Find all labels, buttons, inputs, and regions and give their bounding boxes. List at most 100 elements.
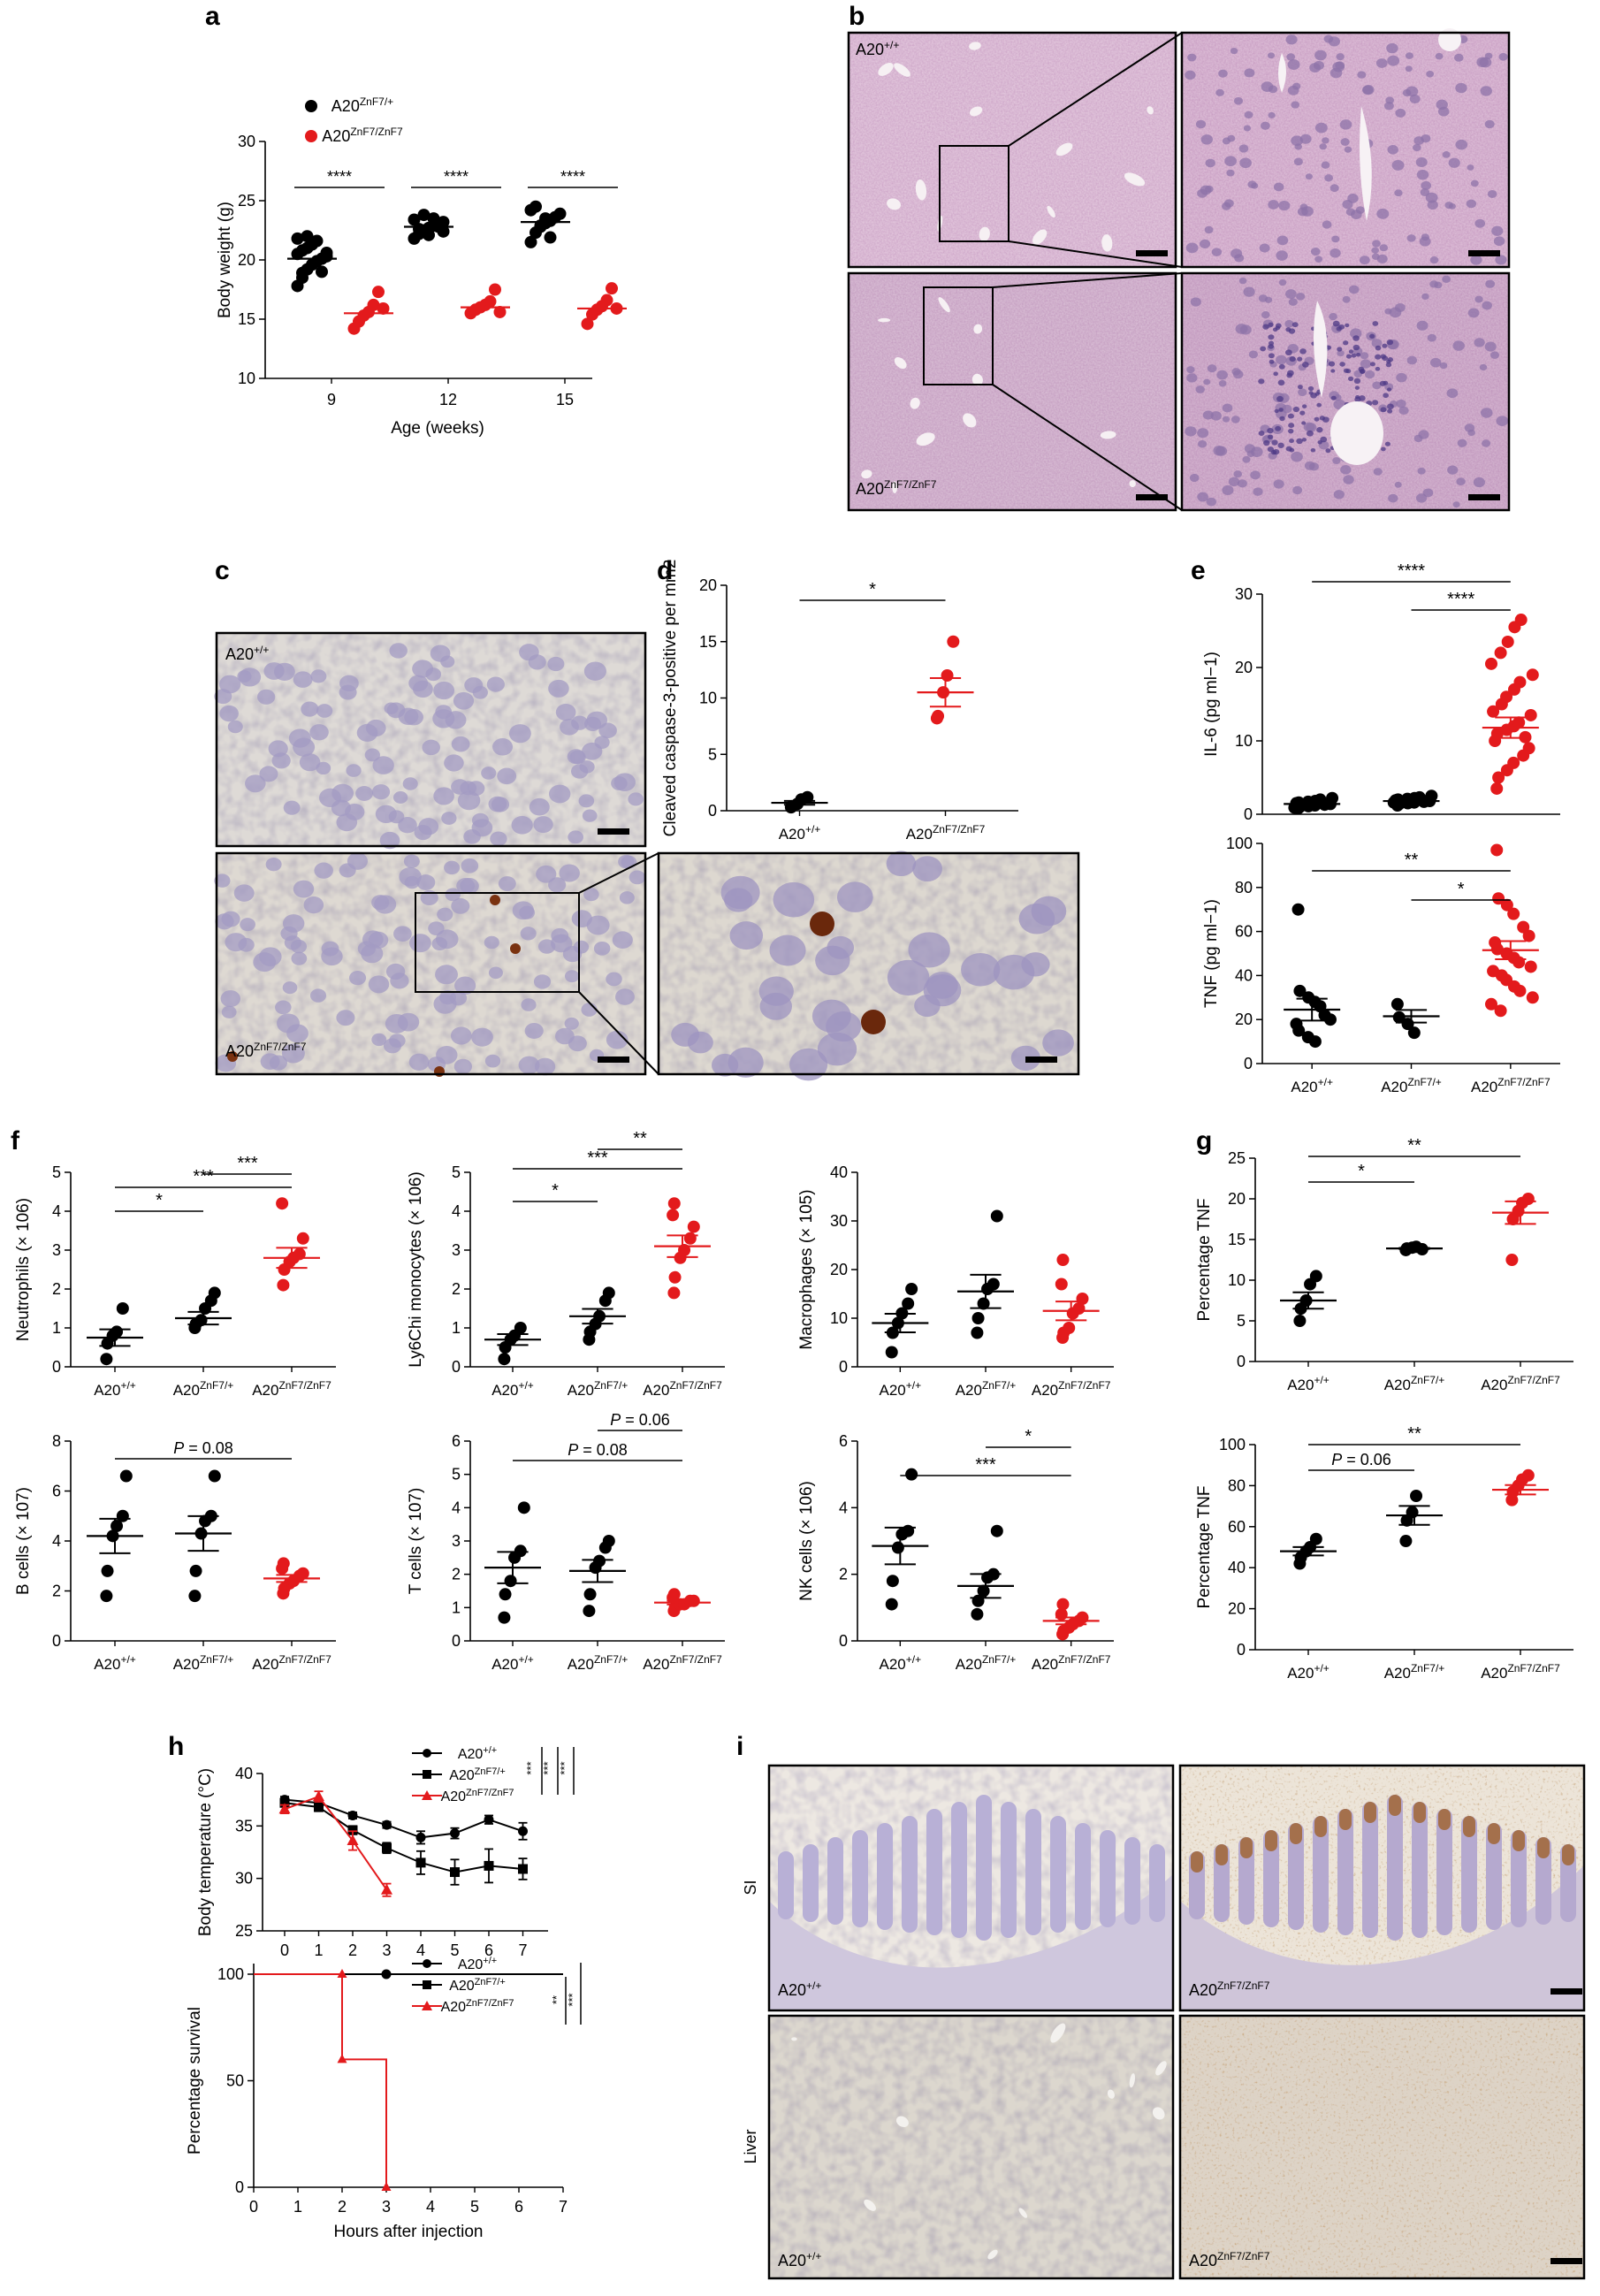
nucleus [1387,357,1394,362]
positive-cell [810,912,834,936]
nucleus [1276,250,1288,261]
nucleus [1388,493,1398,503]
nucleus [1268,322,1274,327]
nucleus [1292,485,1303,495]
nucleus [1195,385,1205,393]
nucleus [1314,122,1328,133]
nucleus [492,738,514,756]
significance-label: * [156,1191,163,1210]
villus [1511,1830,1527,1927]
nucleus [408,1053,430,1071]
nucleus [1296,438,1303,445]
y-tick-label: 100 [1226,835,1253,852]
stained-tip [1191,1851,1203,1873]
data-point [347,1834,359,1845]
nucleus [1385,96,1394,104]
nucleus [435,705,453,720]
nucleus [1490,351,1500,359]
chart-e-tnf: 0 20 40 60 80 100 TNF (pg ml−1) A20+/+ A20ZnF7/+… [1202,835,1560,1095]
nucleus [1275,425,1282,431]
nucleus [1288,423,1295,429]
data-point [517,1501,530,1514]
nucleus [1330,248,1341,258]
y-tick-label: 40 [1228,1559,1246,1576]
data-point [1526,668,1539,682]
chart-g-percent-tnf-top: 0 5 10 15 20 25 Percentage TNF A20+/+ A20ZnF7/+ A… [1195,1136,1573,1393]
nucleus [1453,53,1464,62]
nucleus [265,858,282,872]
x-tick-label: A20+/+ [94,1653,136,1673]
nucleus [547,656,565,672]
nucleus [293,880,315,898]
nucleus [379,831,400,850]
y-axis-label: Body temperature (°C) [196,1768,215,1936]
vessel [895,2116,909,2128]
nucleus [1420,188,1430,196]
nucleus [1211,248,1223,256]
data-point [1406,1506,1419,1519]
nucleus [1347,376,1354,382]
nucleus [1243,286,1255,297]
nucleus [420,889,438,905]
histology-images: A20+/+ A20ZnF7/ZnF7 A20+/+ A20ZnF7/ZnF7 A20+… [214,28,1586,2280]
data-point [320,246,333,259]
data-point [498,1611,511,1624]
villus [902,1816,918,1933]
villus [1362,1802,1378,1938]
nucleus [1350,210,1362,219]
data-point [593,1554,606,1568]
villus [1337,1809,1353,1935]
data-point [1494,1004,1507,1018]
nucleus [233,884,255,902]
nucleus [1207,364,1217,373]
nucleus [389,1034,406,1049]
x-tick-label: 3 [382,2198,391,2216]
nucleus [1313,60,1324,71]
nucleus [1437,106,1450,117]
y-tick-label: 15 [699,633,717,651]
x-tick-label: A20+/+ [880,1379,922,1399]
nucleus [1427,333,1436,342]
nucleus [1289,439,1294,444]
data-point [415,1832,426,1842]
data-point [1056,1598,1070,1611]
scale-bar [1550,2258,1582,2264]
nucleus [569,750,586,765]
nucleus [611,776,628,790]
nucleus [1031,896,1067,927]
villus [852,1830,868,1927]
nucleus [1284,319,1294,328]
nucleus [1473,477,1485,488]
nucleus [1320,436,1328,443]
nucleus [586,915,610,935]
nucleus [1232,370,1244,379]
nucleus [1267,52,1276,59]
data-point [381,1969,392,1979]
nucleus [1314,256,1323,263]
data-point [1507,907,1520,920]
data-point [381,2182,392,2191]
data-point [971,1326,984,1339]
y-tick-label: 15 [1228,1231,1246,1248]
nucleus [1345,354,1352,359]
nucleus [281,1043,305,1064]
y-axis-label: TNF (pg ml−1) [1202,899,1221,1008]
nucleus [1417,467,1426,475]
significance-label: **** [444,168,469,186]
data-point [1512,716,1526,729]
vessel [1278,53,1286,93]
panel-letter-b: b [849,2,865,31]
data-point [484,1814,494,1825]
y-tick-label: 20 [1235,1011,1253,1028]
nucleus [1302,362,1309,368]
nucleus [1340,465,1352,475]
series-line [254,1973,387,2187]
y-tick-label: 6 [452,1432,461,1450]
nucleus [227,720,243,734]
x-tick-label: A20ZnF7/ZnF7 [1481,1374,1560,1393]
nucleus [1296,292,1306,301]
nucleus [453,691,475,710]
nucleus [1467,308,1480,318]
y-tick-label: 15 [238,310,255,328]
nucleus [1343,368,1349,373]
